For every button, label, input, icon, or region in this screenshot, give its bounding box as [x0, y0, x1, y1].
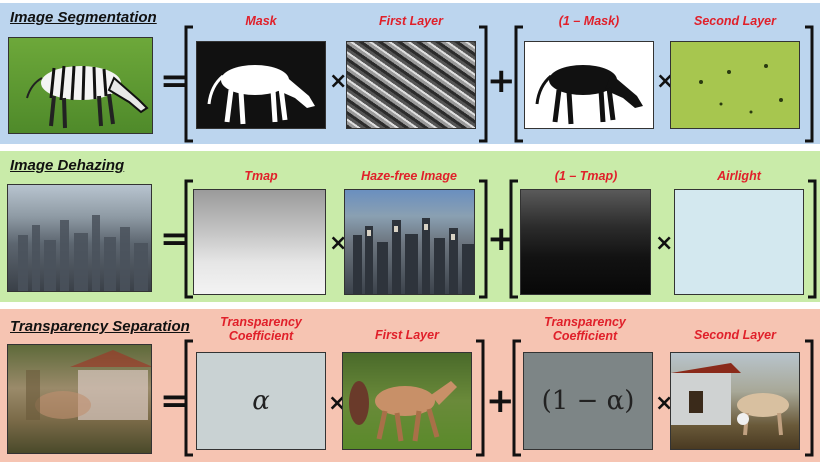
- first-layer-texture-image: [346, 41, 476, 129]
- label-first-layer: First Layer: [375, 328, 439, 342]
- inverse-mask-image: [524, 41, 654, 129]
- right-bracket: [805, 25, 814, 143]
- times-sign: ×: [655, 391, 674, 416]
- label-second-layer: Second Layer: [694, 328, 776, 342]
- horse-first-layer-image: [342, 352, 472, 450]
- label-transparency-coefficient: Transparency Coefficient: [544, 315, 626, 343]
- times-sign: ×: [329, 231, 348, 256]
- times-sign: ×: [328, 391, 347, 416]
- inverse-tmap-image: [520, 189, 651, 295]
- equals-sign: =: [160, 61, 189, 101]
- tmap-image: [193, 189, 326, 295]
- label-airlight: Airlight: [717, 169, 761, 183]
- left-bracket: [184, 179, 193, 299]
- label-one-minus-tmap: (1 – Tmap): [554, 169, 618, 183]
- times-sign: ×: [656, 69, 675, 94]
- right-bracket: [805, 339, 814, 457]
- label-mask: Mask: [245, 14, 277, 28]
- airlight-image: [674, 189, 804, 295]
- row-title: Image Dehazing: [10, 157, 125, 174]
- grass-background-image: [670, 41, 800, 129]
- right-bracket: [479, 179, 488, 299]
- left-bracket: [184, 25, 193, 143]
- hazy-city-input-image: [7, 184, 152, 292]
- right-bracket: [476, 339, 485, 457]
- blended-input-image: [7, 344, 152, 454]
- label-one-minus-mask: (1 – Mask): [558, 14, 620, 28]
- alpha-panel: α: [196, 352, 326, 450]
- times-sign: ×: [329, 69, 348, 94]
- mask-image: [196, 41, 326, 129]
- zebra-input-image: [8, 37, 153, 134]
- equals-sign: =: [160, 219, 189, 259]
- right-bracket: [479, 25, 488, 143]
- left-bracket: [512, 339, 521, 457]
- left-bracket: [514, 25, 523, 143]
- haze-free-city-image: [344, 189, 475, 295]
- left-bracket: [509, 179, 518, 299]
- label-haze-free-image: Haze-free Image: [361, 169, 457, 183]
- label-transparency-coefficient: Transparency Coefficient: [220, 315, 302, 343]
- row-image-segmentation: Image Segmentation Mask First Layer (1 –…: [0, 3, 820, 144]
- one-minus-alpha-panel: (1 − α): [523, 352, 653, 450]
- right-bracket: [808, 179, 817, 299]
- one-minus-alpha-symbol: (1 − α): [541, 386, 635, 416]
- times-sign: ×: [655, 231, 674, 256]
- plus-sign: +: [486, 381, 515, 421]
- row-transparency-separation: Transparency Separation Transparency Coe…: [0, 309, 820, 462]
- farm-second-layer-image: [670, 352, 800, 450]
- row-title: Transparency Separation: [10, 318, 190, 335]
- left-bracket: [184, 339, 193, 457]
- alpha-symbol: α: [252, 386, 270, 416]
- label-tmap: Tmap: [244, 169, 278, 183]
- plus-sign: +: [487, 61, 516, 101]
- label-second-layer: Second Layer: [694, 14, 776, 28]
- label-first-layer: First Layer: [379, 14, 443, 28]
- row-title: Image Segmentation: [10, 9, 157, 26]
- equals-sign: =: [160, 381, 189, 421]
- row-image-dehazing: Image Dehazing Tmap Haze-free Image (1 –…: [0, 151, 820, 302]
